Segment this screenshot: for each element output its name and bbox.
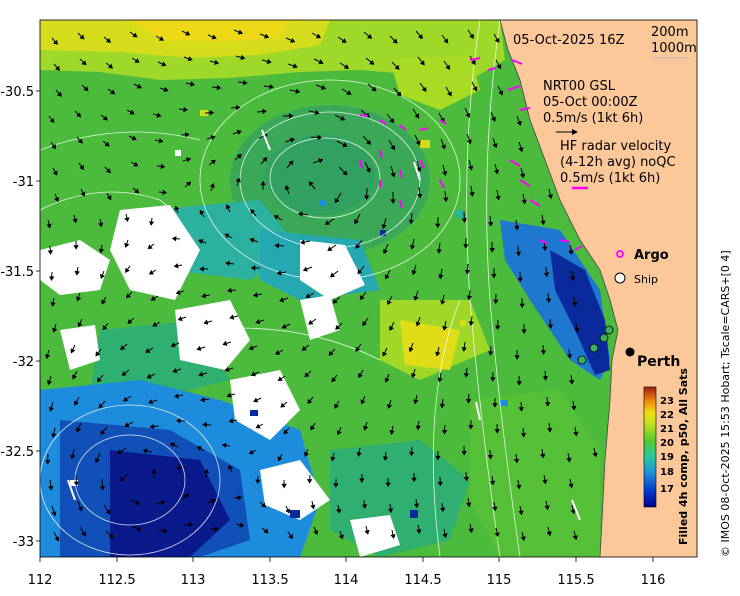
y-axis: -30.5 -31 -31.5 -32 -32.5 -33 [0,85,34,550]
x-axis: 112 112.5 113 113.5 114 114.5 115 115.5 … [28,573,666,588]
argo-label: Argo [634,248,669,263]
x-tick-marks [40,557,653,562]
hf-title-label: HF radar velocity [560,139,672,154]
colorbar-title: Filled 4h comp, p50, All Sats [677,368,690,545]
credit-text: © IMOS 08-Oct-2025 15:53 Hobart; Tscale=… [719,250,732,557]
x-tick-114-5: 114.5 [404,573,441,588]
x-tick-113: 113 [181,573,206,588]
contour-200m-label: 200m [651,25,688,40]
perth-label: Perth [637,354,680,370]
ship-icon [615,273,625,283]
map-timestamp: 05-Oct-2025 16Z [513,33,625,48]
cb-tick-17: 17 [660,484,674,495]
x-tick-113-5: 113.5 [251,573,288,588]
y-tick-32: -32 [13,355,34,370]
y-tick-31: -31 [13,175,34,190]
x-tick-115-5: 115.5 [557,573,594,588]
x-tick-114: 114 [334,573,359,588]
hf-avg-label: (4-12h avg) noQC [560,155,676,170]
y-tick-32-5: -32.5 [0,445,34,460]
y-tick-marks [36,91,40,541]
colorbar [644,387,656,507]
x-tick-115: 115 [487,573,512,588]
contour-1000m-label: 1000m [651,41,697,56]
x-tick-112: 112 [28,573,53,588]
cb-tick-18: 18 [660,467,674,478]
cb-tick-20: 20 [660,438,674,449]
y-tick-31-5: -31.5 [0,265,34,280]
hf-scale-label: 0.5m/s (1kt 6h) [560,171,660,186]
gsl-date-label: 05-Oct 00:00Z [543,95,638,110]
x-tick-112-5: 112.5 [98,573,135,588]
ship-label: Ship [634,273,658,286]
cb-tick-22: 22 [660,410,674,421]
gsl-scale-label: 0.5m/s (1kt 6h) [543,111,643,126]
y-tick-33: -33 [13,535,34,550]
cb-tick-21: 21 [660,424,674,435]
x-tick-116: 116 [641,573,666,588]
perth-marker [626,348,635,357]
cb-tick-23: 23 [660,396,674,407]
cb-tick-19: 19 [660,452,674,463]
y-tick-30-5: -30.5 [0,85,34,100]
gsl-source-label: NRT00 GSL [543,79,616,94]
